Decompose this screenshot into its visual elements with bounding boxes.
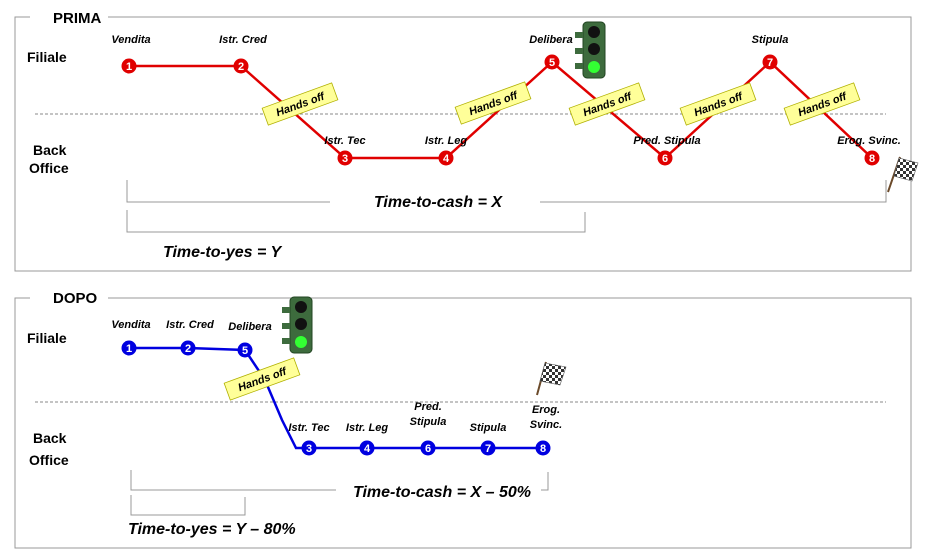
svg-text:Istr. Tec: Istr. Tec — [324, 135, 365, 147]
svg-text:Delibera: Delibera — [529, 34, 572, 46]
process-step: 1 Vendita — [111, 34, 151, 74]
svg-text:5: 5 — [242, 345, 248, 357]
process-step: 4 Istr. Leg — [346, 422, 388, 456]
svg-text:Erog. Svinc.: Erog. Svinc. — [837, 135, 901, 147]
hands-off-label: Hands off — [568, 82, 646, 126]
section-frame — [14, 297, 912, 549]
traffic-light-icon — [575, 21, 606, 79]
svg-text:6: 6 — [425, 443, 431, 455]
hands-off-label: Hands off — [454, 81, 532, 125]
svg-text:7: 7 — [485, 443, 491, 455]
process-step: 4 Istr. Leg — [425, 135, 467, 166]
process-step: 3 Istr. Tec — [324, 135, 366, 166]
svg-text:3: 3 — [342, 153, 348, 165]
process-step: 5 Delibera — [228, 321, 272, 358]
svg-text:Svinc.: Svinc. — [530, 419, 562, 431]
process-step: 3 Istr. Tec — [288, 422, 330, 456]
svg-text:2: 2 — [238, 61, 244, 73]
checkered-flag-icon — [887, 156, 919, 193]
process-step: 6 Pred. Stipula — [410, 401, 447, 456]
hands-off-label: Hands off — [783, 82, 861, 126]
row-label-filiale: Filiale — [27, 330, 67, 346]
svg-text:4: 4 — [443, 153, 450, 165]
svg-text:2: 2 — [185, 343, 191, 355]
row-label-back: Back — [33, 142, 67, 158]
time-to-yes-bracket — [130, 495, 246, 516]
svg-text:Stipula: Stipula — [410, 416, 447, 428]
svg-text:Istr. Leg: Istr. Leg — [346, 422, 388, 434]
svg-text:8: 8 — [869, 153, 875, 165]
process-step: 2 Istr. Cred — [219, 34, 267, 74]
svg-text:Vendita: Vendita — [111, 34, 150, 46]
process-step: 6 Pred. Stipula — [633, 135, 701, 166]
process-step: 5 Delibera — [529, 34, 573, 70]
row-label-filiale: Filiale — [27, 49, 67, 65]
process-step: 1 Vendita — [111, 319, 151, 356]
svg-text:Istr. Cred: Istr. Cred — [219, 34, 267, 46]
section-title: PRIMA — [53, 10, 102, 27]
time-to-yes-label: Time-to-yes = Y — [163, 244, 282, 261]
process-step: 8 Erog. Svinc. — [837, 135, 901, 166]
svg-text:Vendita: Vendita — [111, 319, 150, 331]
process-step: 8 Erog. Svinc. — [530, 404, 562, 456]
svg-text:Stipula: Stipula — [752, 34, 789, 46]
svg-text:4: 4 — [364, 443, 371, 455]
svg-text:Istr. Tec: Istr. Tec — [288, 422, 329, 434]
section-frame — [14, 16, 912, 272]
svg-text:Istr. Cred: Istr. Cred — [166, 319, 214, 331]
svg-text:8: 8 — [540, 443, 546, 455]
traffic-light-icon — [282, 296, 313, 354]
time-to-yes-label: Time-to-yes = Y – 80% — [128, 521, 296, 538]
svg-text:7: 7 — [767, 57, 773, 69]
hands-off-label: Hands off — [223, 357, 301, 401]
process-step: 2 Istr. Cred — [166, 319, 214, 356]
hands-off-label: Hands off — [679, 82, 757, 126]
section-title: DOPO — [53, 290, 98, 307]
svg-text:1: 1 — [126, 343, 132, 355]
process-step: 7 Stipula — [470, 422, 507, 456]
time-to-cash-label: Time-to-cash = X — [374, 194, 504, 211]
section-dopo: DOPO Filiale Back Office 1 Vendita 2 Ist… — [14, 289, 912, 549]
svg-text:3: 3 — [306, 443, 312, 455]
svg-text:Pred. Stipula: Pred. Stipula — [633, 135, 700, 147]
checkered-flag-icon — [536, 361, 567, 396]
row-label-back: Back — [33, 430, 67, 446]
row-label-office: Office — [29, 452, 69, 468]
svg-text:5: 5 — [549, 57, 555, 69]
time-to-yes-bracket — [126, 210, 586, 233]
svg-text:6: 6 — [662, 153, 668, 165]
row-label-office: Office — [29, 160, 69, 176]
svg-text:Delibera: Delibera — [228, 321, 271, 333]
section-prima: PRIMA Filiale Back Office 1 Vendita 2 Is… — [14, 8, 919, 272]
svg-text:1: 1 — [126, 61, 132, 73]
svg-text:Istr. Leg: Istr. Leg — [425, 135, 467, 147]
svg-text:Erog.: Erog. — [532, 404, 560, 416]
process-step: 7 Stipula — [752, 34, 789, 70]
time-to-cash-label: Time-to-cash = X – 50% — [353, 484, 531, 501]
svg-text:Stipula: Stipula — [470, 422, 507, 434]
svg-text:Pred.: Pred. — [414, 401, 442, 413]
